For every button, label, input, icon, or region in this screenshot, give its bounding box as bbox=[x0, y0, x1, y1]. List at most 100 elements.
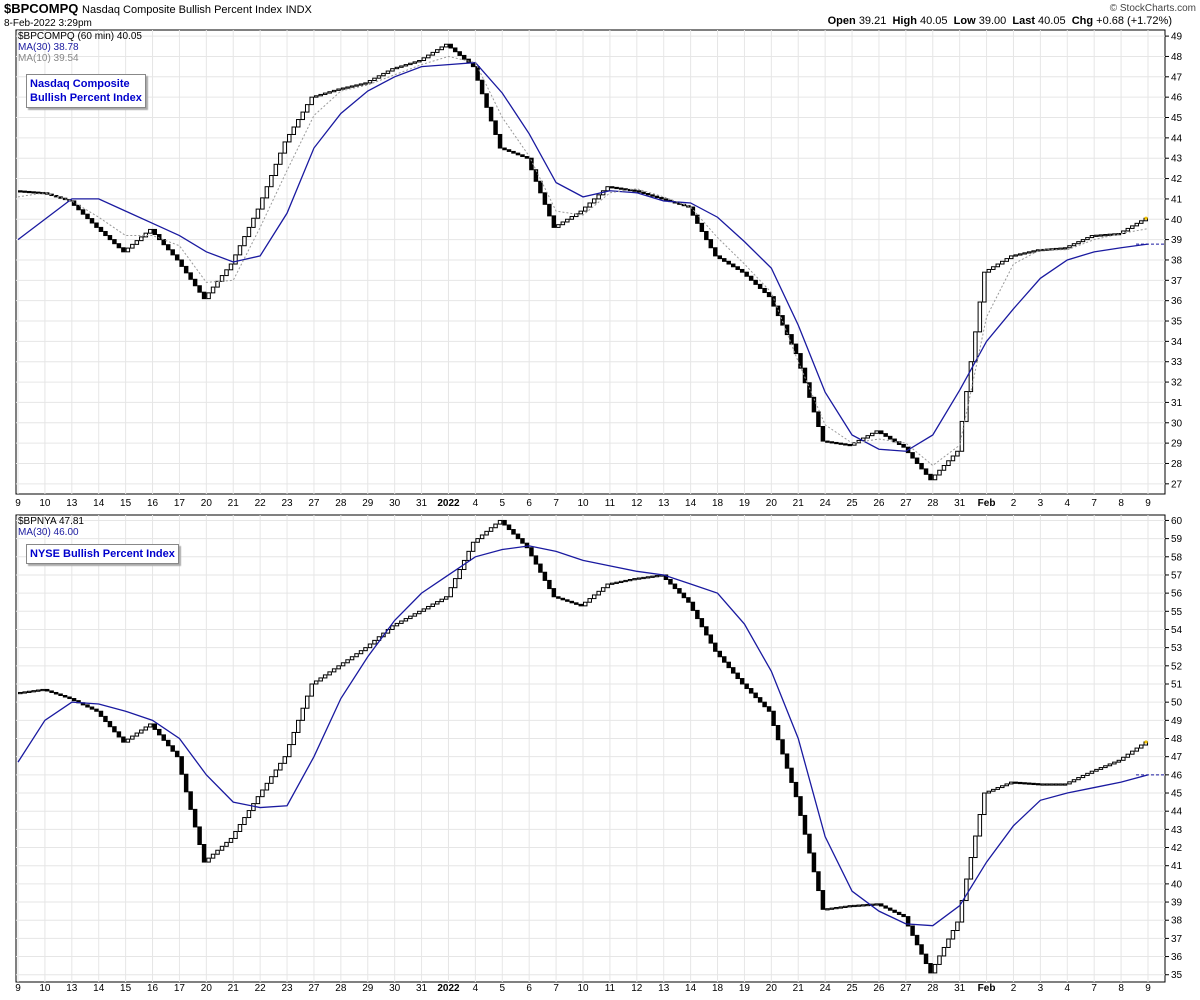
price-bar bbox=[291, 731, 297, 746]
x-tick-label: 21 bbox=[793, 983, 805, 994]
price-bar bbox=[430, 603, 436, 607]
price-bar bbox=[887, 907, 893, 911]
price-bar bbox=[834, 441, 839, 445]
y-tick-label: 46 bbox=[1171, 93, 1183, 104]
x-tick-label: 13 bbox=[66, 983, 78, 994]
price-bar bbox=[192, 808, 198, 828]
price-bar bbox=[793, 343, 799, 355]
price-bar bbox=[417, 60, 422, 63]
price-bar bbox=[717, 650, 723, 658]
price-bar bbox=[313, 95, 319, 98]
price-bar bbox=[659, 197, 664, 200]
price-bar bbox=[865, 435, 870, 439]
price-bar bbox=[753, 692, 758, 699]
open-label: Open bbox=[827, 15, 856, 27]
price-bar bbox=[1139, 744, 1144, 749]
price-bar bbox=[923, 953, 929, 965]
price-bar bbox=[910, 452, 915, 459]
x-tick-label: 8 bbox=[1118, 498, 1124, 509]
price-bar bbox=[869, 432, 875, 437]
price-bar bbox=[53, 691, 59, 695]
price-bar bbox=[1062, 247, 1068, 250]
price-bar bbox=[121, 247, 126, 253]
price-bar bbox=[708, 634, 714, 644]
price-bar bbox=[31, 191, 36, 194]
price-bar bbox=[121, 736, 126, 743]
price-bar bbox=[94, 708, 99, 712]
price-bar bbox=[273, 769, 279, 778]
price-bar bbox=[80, 209, 86, 215]
x-tick-label: 5 bbox=[500, 983, 506, 994]
price-bar bbox=[62, 695, 68, 698]
price-bar bbox=[417, 610, 422, 615]
price-bar bbox=[327, 91, 332, 94]
x-tick-label: 17 bbox=[174, 498, 186, 509]
x-tick-label: 31 bbox=[954, 983, 966, 994]
price-bar bbox=[511, 150, 516, 154]
x-tick-label: 31 bbox=[416, 498, 428, 509]
last-price-marker bbox=[1144, 216, 1148, 220]
price-bar bbox=[623, 188, 628, 191]
price-bar bbox=[264, 186, 270, 199]
price-bar bbox=[874, 430, 879, 434]
price-bar bbox=[125, 247, 131, 253]
x-tick-label: 24 bbox=[820, 498, 832, 509]
price-bar bbox=[170, 745, 175, 752]
price-bar bbox=[1076, 241, 1081, 245]
price-bar bbox=[668, 579, 673, 585]
price-bar bbox=[443, 43, 449, 48]
price-bar bbox=[242, 236, 247, 247]
price-bar bbox=[825, 908, 830, 911]
price-bar bbox=[699, 618, 705, 628]
y-tick-label: 41 bbox=[1171, 861, 1183, 872]
price-bar bbox=[1116, 759, 1122, 763]
price-bar bbox=[367, 643, 373, 649]
price-bar bbox=[165, 244, 171, 251]
price-bar bbox=[583, 601, 588, 607]
x-tick-label: 6 bbox=[526, 983, 532, 994]
y-tick-label: 37 bbox=[1171, 934, 1183, 945]
price-bar bbox=[448, 43, 453, 49]
price-bar bbox=[1000, 785, 1005, 789]
price-bar bbox=[179, 756, 184, 775]
y-tick-label: 38 bbox=[1171, 255, 1183, 266]
price-bar bbox=[955, 450, 960, 457]
price-bar bbox=[565, 599, 570, 602]
price-bar bbox=[161, 734, 166, 741]
quote-summary: Open 39.21 High 40.05 Low 39.00 Last 40.… bbox=[828, 15, 1172, 27]
price-bar bbox=[1107, 233, 1113, 236]
price-bar bbox=[959, 900, 965, 923]
price-bar bbox=[260, 789, 265, 798]
price-bar bbox=[784, 324, 790, 336]
price-bar bbox=[399, 620, 404, 624]
price-bar bbox=[98, 710, 104, 717]
price-bar bbox=[269, 776, 274, 784]
price-bar bbox=[287, 133, 292, 143]
price-bar bbox=[219, 845, 225, 851]
price-bar bbox=[838, 442, 844, 445]
price-bar bbox=[538, 180, 543, 194]
x-tick-label: 4 bbox=[1065, 983, 1071, 994]
x-tick-label: 21 bbox=[228, 498, 240, 509]
x-tick-label: 12 bbox=[631, 983, 643, 994]
price-bar bbox=[313, 680, 319, 685]
price-bar bbox=[874, 903, 879, 906]
x-tick-label: 21 bbox=[793, 498, 805, 509]
price-bar bbox=[165, 739, 171, 747]
price-bar bbox=[376, 75, 382, 79]
price-bar bbox=[116, 731, 122, 738]
price-bar bbox=[932, 474, 938, 481]
price-bar bbox=[130, 243, 135, 249]
price-bar bbox=[426, 605, 431, 610]
price-bar bbox=[968, 857, 974, 880]
legend-ma10: MA(10) 39.54 bbox=[18, 53, 79, 64]
price-bar bbox=[1031, 782, 1036, 786]
price-bar bbox=[1004, 783, 1009, 787]
price-bar bbox=[1139, 220, 1144, 224]
price-bar bbox=[1080, 774, 1086, 779]
y-tick-label: 51 bbox=[1171, 679, 1183, 690]
price-bar bbox=[201, 291, 207, 300]
price-bar bbox=[157, 728, 162, 736]
price-bar bbox=[735, 266, 740, 270]
y-tick-label: 49 bbox=[1171, 716, 1183, 727]
